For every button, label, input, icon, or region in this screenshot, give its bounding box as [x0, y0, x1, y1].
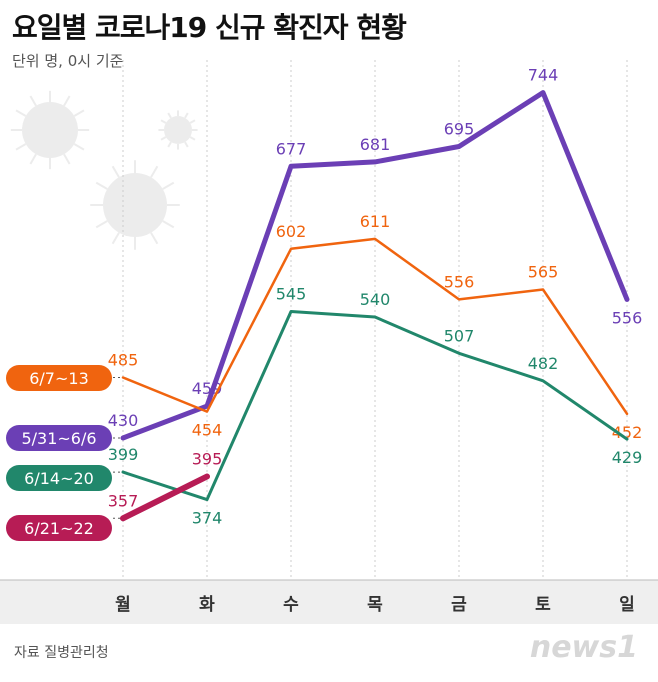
data-label: 695 [444, 120, 475, 139]
virus-spike [184, 141, 189, 148]
legend-item: 6/21~22 [6, 515, 112, 541]
virus-icon [10, 90, 90, 170]
data-label: 611 [360, 212, 391, 231]
virus-spike [184, 112, 189, 119]
news1-logo: news1 [529, 630, 638, 665]
legend-item: 6/7~13 [6, 365, 112, 391]
virus-spike [167, 112, 172, 119]
virus-spike [111, 232, 120, 245]
virus-spike [150, 232, 159, 245]
virus-body [103, 173, 167, 237]
virus-spike [189, 119, 196, 124]
data-label: 357 [108, 491, 139, 510]
legend-item: 6/14~20 [6, 465, 112, 491]
source-note: 자료 질병관리청 [14, 645, 109, 661]
data-label: 677 [276, 139, 307, 158]
virus-spike [160, 119, 167, 124]
x-tick-label: 월 [115, 595, 131, 615]
legend-label: 6/14~20 [24, 469, 94, 488]
series-line-6/14~20 [121, 310, 629, 502]
data-label: 374 [192, 509, 223, 528]
data-label: 430 [108, 411, 139, 430]
virus-spike [160, 136, 167, 141]
data-label: 602 [276, 222, 307, 241]
data-label: 744 [528, 66, 559, 85]
x-tick-label: 화 [199, 595, 215, 615]
virus-spike [29, 153, 37, 165]
x-tick-label: 수 [283, 595, 299, 615]
virus-spike [95, 181, 108, 190]
legend-label: 6/21~22 [24, 519, 94, 538]
x-tick-label: 금 [451, 595, 467, 615]
legend-label: 6/7~13 [29, 369, 89, 388]
x-tick-label: 일 [619, 595, 635, 615]
virus-spike [162, 220, 175, 229]
virus-spike [15, 143, 27, 151]
x-tick-label: 목 [367, 595, 383, 615]
virus-spike [111, 165, 120, 178]
data-label: 681 [360, 135, 391, 154]
data-label: 429 [612, 448, 643, 467]
virus-icon [158, 110, 198, 150]
legend-label: 5/31~6/6 [21, 429, 96, 448]
virus-spike [73, 109, 85, 117]
virus-spike [162, 181, 175, 190]
virus-spike [29, 95, 37, 107]
virus-spike [189, 136, 196, 141]
virus-body [22, 102, 78, 158]
data-label: 507 [444, 326, 475, 345]
virus-icon [90, 160, 180, 250]
legend-pill [6, 465, 112, 491]
virus-spike [63, 153, 71, 165]
data-label: 395 [192, 450, 223, 469]
data-label: 565 [528, 263, 559, 282]
virus-spike [73, 143, 85, 151]
virus-spike [63, 95, 71, 107]
data-label: 452 [612, 423, 643, 442]
virus-spike [95, 220, 108, 229]
legend-item: 5/31~6/6 [6, 425, 112, 451]
data-label: 556 [444, 272, 475, 291]
series-line-5/31~6/6 [120, 90, 630, 441]
data-label: 556 [612, 308, 643, 327]
data-label: 485 [108, 351, 139, 370]
series-line-6/7~13 [121, 237, 629, 416]
chart-title: 요일별 코로나19 신규 확진자 현황 [12, 11, 407, 44]
x-tick-label: 토 [535, 595, 551, 615]
data-label: 399 [108, 445, 139, 464]
x-axis-band [0, 580, 658, 624]
data-label: 454 [192, 421, 223, 440]
data-label: 545 [276, 285, 307, 304]
legend-pill [6, 365, 112, 391]
virus-spike [167, 141, 172, 148]
data-label: 540 [360, 290, 391, 309]
data-label: 459 [192, 379, 223, 398]
legend-pill [6, 515, 112, 541]
virus-spike [15, 109, 27, 117]
series-line-6/21~22 [120, 473, 210, 522]
virus-body [164, 116, 192, 144]
virus-spike [150, 165, 159, 178]
data-label: 482 [528, 354, 559, 373]
legend-pill [6, 425, 112, 451]
chart-subtitle: 단위 명, 0시 기준 [12, 52, 124, 70]
